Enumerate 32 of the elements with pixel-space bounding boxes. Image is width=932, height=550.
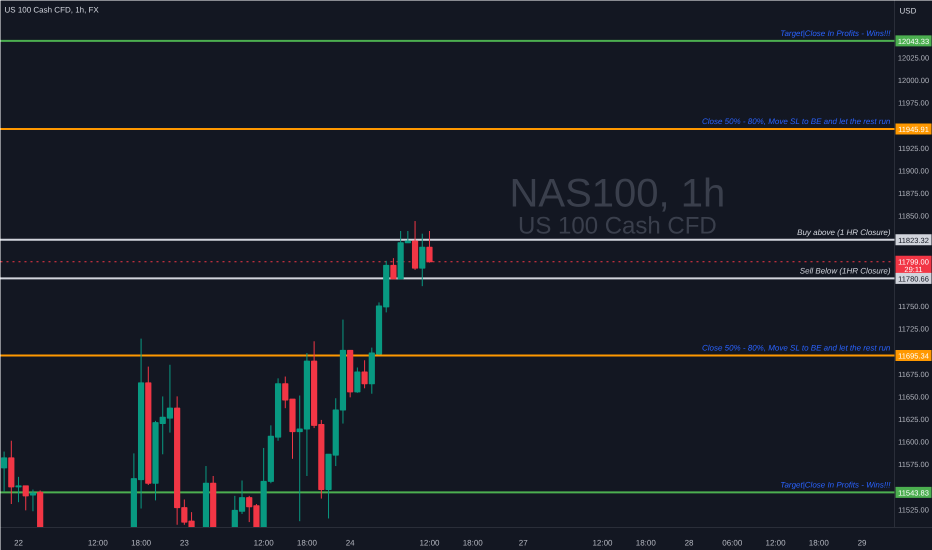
x-tick-label: 18:00 [131, 538, 152, 548]
x-tick-label: 12:00 [766, 538, 786, 548]
ref-line-label: Target|Close In Profits - Wins!!! [780, 28, 892, 38]
ref-line-label: Target|Close In Profits - Wins!!! [780, 480, 892, 490]
ref-line-label: Buy above (1 HR Closure) [797, 228, 891, 237]
candlestick [354, 367, 360, 394]
x-tick-label: 22 [14, 538, 24, 548]
x-tick-label: 12:00 [254, 538, 274, 548]
x-tick-label: 23 [180, 538, 190, 548]
x-tick-label: 18:00 [296, 538, 318, 548]
ref-line-label: Close 50% - 80%, Move SL to BE and let the rest run [702, 343, 891, 352]
x-tick-label: 18:00 [462, 538, 484, 548]
candlestick [22, 485, 29, 511]
x-tick-label: 06:00 [722, 538, 743, 548]
x-tick-label: 18:00 [808, 538, 830, 548]
text: US 100 Cash CFD, 1h, FX [4, 6, 100, 14]
candlestick [30, 489, 36, 512]
x-tick-label: 28 [684, 538, 694, 548]
x-tick-label: 29 [858, 538, 868, 548]
x-tick-label: 12:00 [88, 538, 108, 548]
x-tick-label: 24 [346, 538, 356, 548]
candlestick [1, 451, 8, 492]
x-tick-label: 27 [518, 538, 528, 548]
y-axis-title: USD [900, 6, 917, 16]
x-tick-label: 12:00 [419, 538, 440, 548]
x-tick-label: 12:00 [592, 538, 614, 548]
candlestick [15, 476, 22, 503]
candlestick [361, 360, 368, 389]
ref-line-label: Sell Below (1HR Closure) [800, 266, 891, 276]
ref-line-label: Close 50% - 80%, Move SL to BE and let the rest run [702, 116, 891, 126]
x-tick-label: 18:00 [636, 538, 656, 548]
candlestick [419, 233, 426, 287]
